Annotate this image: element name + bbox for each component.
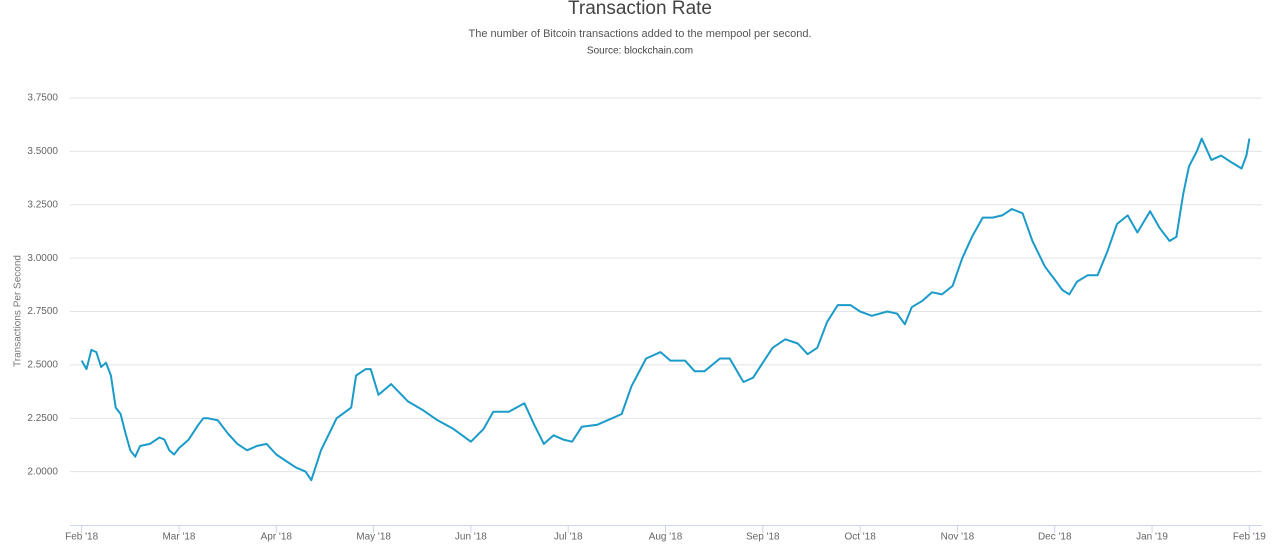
y-tick-label: 2.2500 xyxy=(27,413,58,424)
y-axis-title: Transactions Per Second xyxy=(13,255,24,367)
chart-subtitle: The number of Bitcoin transactions added… xyxy=(468,28,811,40)
y-tick-label: 3.7500 xyxy=(27,93,58,104)
x-tick-label: Oct '18 xyxy=(844,532,876,543)
y-tick-label: 3.2500 xyxy=(27,199,58,210)
x-tick-label: Sep '18 xyxy=(746,532,780,543)
chart-title: Transaction Rate xyxy=(568,0,712,19)
y-tick-label: 3.5000 xyxy=(27,146,58,157)
x-tick-label: Dec '18 xyxy=(1038,532,1072,543)
y-tick-label: 2.0000 xyxy=(27,466,58,477)
x-tick-label: Jun '18 xyxy=(455,532,487,543)
x-tick-label: Feb '18 xyxy=(65,532,98,543)
y-tick-label: 2.7500 xyxy=(27,306,58,317)
data-line xyxy=(80,137,1251,482)
x-tick-label: May '18 xyxy=(356,532,391,543)
x-tick-label: Jan '19 xyxy=(1136,532,1168,543)
chart-source: Source: blockchain.com xyxy=(587,46,693,57)
x-tick-label: Apr '18 xyxy=(261,532,293,543)
x-tick-label: Jul '18 xyxy=(554,532,583,543)
x-tick-label: Mar '18 xyxy=(162,532,195,543)
x-tick-label: Nov '18 xyxy=(941,532,975,543)
x-tick-label: Feb '19 xyxy=(1233,532,1266,543)
y-tick-label: 2.5000 xyxy=(27,360,58,371)
y-tick-label: 3.0000 xyxy=(27,253,58,264)
x-tick-label: Aug '18 xyxy=(649,532,683,543)
